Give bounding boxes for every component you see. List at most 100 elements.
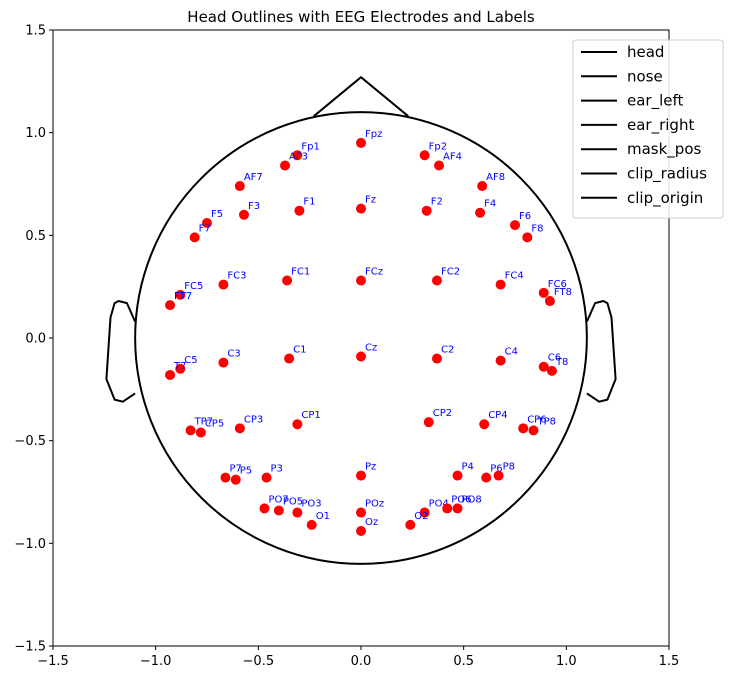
electrode-oz <box>356 526 366 537</box>
electrode-label-cp4: CP4 <box>488 410 507 421</box>
electrode-label-fz: Fz <box>365 195 376 206</box>
electrode-label-f5: F5 <box>211 209 223 220</box>
electrode-label-ft7: FT7 <box>174 291 192 302</box>
x-tick-label: 0.5 <box>453 654 474 669</box>
electrode-t7 <box>165 369 176 380</box>
electrode-tp7 <box>185 425 196 436</box>
electrode-label-p4: P4 <box>462 462 474 473</box>
legend-entry-clip-radius: clip_radius <box>627 165 707 184</box>
x-tick-label: −1.0 <box>140 654 172 669</box>
electrode-label-p7: P7 <box>229 464 241 475</box>
electrode-fp2 <box>419 150 430 161</box>
electrode-fc6 <box>538 287 549 298</box>
electrode-label-p5: P5 <box>240 466 252 477</box>
electrode-o1 <box>306 519 317 530</box>
electrode-cz <box>356 351 366 362</box>
electrode-af7 <box>234 181 245 192</box>
electrode-po8 <box>452 503 463 514</box>
legend-entry-mask-pos: mask_pos <box>627 140 702 159</box>
electrode-cp3 <box>234 423 245 434</box>
electrode-label-cp5: CP5 <box>205 418 224 429</box>
y-tick-label: −0.5 <box>14 434 46 449</box>
electrode-po3 <box>292 507 303 518</box>
electrode-label-o2: O2 <box>414 511 428 522</box>
y-tick-label: 1.0 <box>25 126 46 141</box>
electrode-label-c2: C2 <box>441 345 454 356</box>
electrode-po6 <box>442 503 453 514</box>
electrode-label-af7: AF7 <box>244 172 263 183</box>
electrode-f3 <box>238 209 249 220</box>
x-axis: −1.5 −1.0 −0.5 0.0 0.5 1.0 1.5 <box>37 646 679 669</box>
electrode-po7 <box>259 503 270 514</box>
electrode-label-po3: PO3 <box>301 499 321 510</box>
electrode-fc2 <box>431 275 442 286</box>
electrode-cp5 <box>195 427 206 438</box>
electrode-f4 <box>475 207 486 218</box>
electrode-p7 <box>220 472 231 483</box>
x-tick-label: 1.0 <box>556 654 577 669</box>
electrode-o2 <box>405 519 416 530</box>
electrode-label-oz: Oz <box>365 517 378 528</box>
electrode-label-p8: P8 <box>503 462 515 473</box>
electrode-label-c3: C3 <box>227 349 240 360</box>
electrode-label-po4: PO4 <box>429 499 449 510</box>
electrode-af8 <box>477 181 488 192</box>
x-tick-label: 1.5 <box>659 654 680 669</box>
electrode-label-poz: POz <box>365 499 384 510</box>
electrode-label-t8: T8 <box>555 357 568 368</box>
y-tick-label: 1.5 <box>25 24 46 39</box>
electrode-label-c5: C5 <box>184 355 197 366</box>
electrode-label-f4: F4 <box>484 199 496 210</box>
electrode-label-af3: AF3 <box>289 152 308 163</box>
electrode-af4 <box>434 160 445 171</box>
x-tick-label: 0.0 <box>351 654 372 669</box>
electrode-fc3 <box>218 279 229 290</box>
electrode-fcz <box>356 275 366 286</box>
electrode-p4 <box>452 470 463 481</box>
electrode-f6 <box>510 220 520 231</box>
electrode-label-po5: PO5 <box>283 496 303 507</box>
electrode-label-f6: F6 <box>519 211 531 222</box>
electrode-fp1 <box>292 150 303 161</box>
electrode-label-fc5: FC5 <box>184 281 203 292</box>
electrode-label-fc4: FC4 <box>505 271 524 282</box>
plot-area: Fp1 Fpz Fp2 AF3 AF4 AF7 AF8 F1 Fz F2 F3 F4 F5 F6 F7 F8 F… <box>105 76 617 565</box>
electrode-label-o1: O1 <box>316 511 330 522</box>
electrode-ft7 <box>165 300 176 311</box>
electrode-label-fc1: FC1 <box>291 267 310 278</box>
electrode-label-f7: F7 <box>199 223 211 234</box>
head-outline <box>134 111 588 565</box>
electrode-fc4 <box>495 279 506 290</box>
electrode-c2 <box>431 353 442 364</box>
legend-entry-head: head <box>627 43 664 61</box>
electrode-label-cp3: CP3 <box>244 414 263 425</box>
electrode-label-fc6: FC6 <box>548 279 567 290</box>
legend-entry-ear-right: ear_right <box>627 116 694 135</box>
electrode-label-cz: Cz <box>365 342 377 353</box>
electrode-label-fc3: FC3 <box>227 271 246 282</box>
electrode-label-p6: P6 <box>490 464 502 475</box>
electrode-label-f1: F1 <box>303 197 315 208</box>
ear-left-outline <box>105 300 137 403</box>
y-tick-label: −1.0 <box>14 537 46 552</box>
electrode-t8 <box>546 365 557 376</box>
electrode-c4 <box>495 355 506 366</box>
electrode-cp4 <box>479 419 490 430</box>
electrode-c5 <box>175 363 186 374</box>
electrode-label-t7: T7 <box>173 361 186 372</box>
electrode-p8 <box>493 470 504 481</box>
y-tick-label: 0.5 <box>25 229 46 244</box>
chart-title: Head Outlines with EEG Electrodes and La… <box>187 8 535 26</box>
electrode-f8 <box>522 232 533 243</box>
legend: head nose ear_left ear_right mask_pos clip_ra… <box>572 39 724 219</box>
electrode-po4 <box>419 507 430 518</box>
electrode-label-po8: PO8 <box>462 494 482 505</box>
electrode-poz <box>356 507 366 518</box>
electrode-label-cp2: CP2 <box>433 408 452 419</box>
electrode-label-af4: AF4 <box>443 152 462 163</box>
electrode-p3 <box>261 472 272 483</box>
electrode-p6 <box>481 472 492 483</box>
electrode-po5 <box>273 505 284 516</box>
electrode-label-tp8: TP8 <box>536 416 556 427</box>
